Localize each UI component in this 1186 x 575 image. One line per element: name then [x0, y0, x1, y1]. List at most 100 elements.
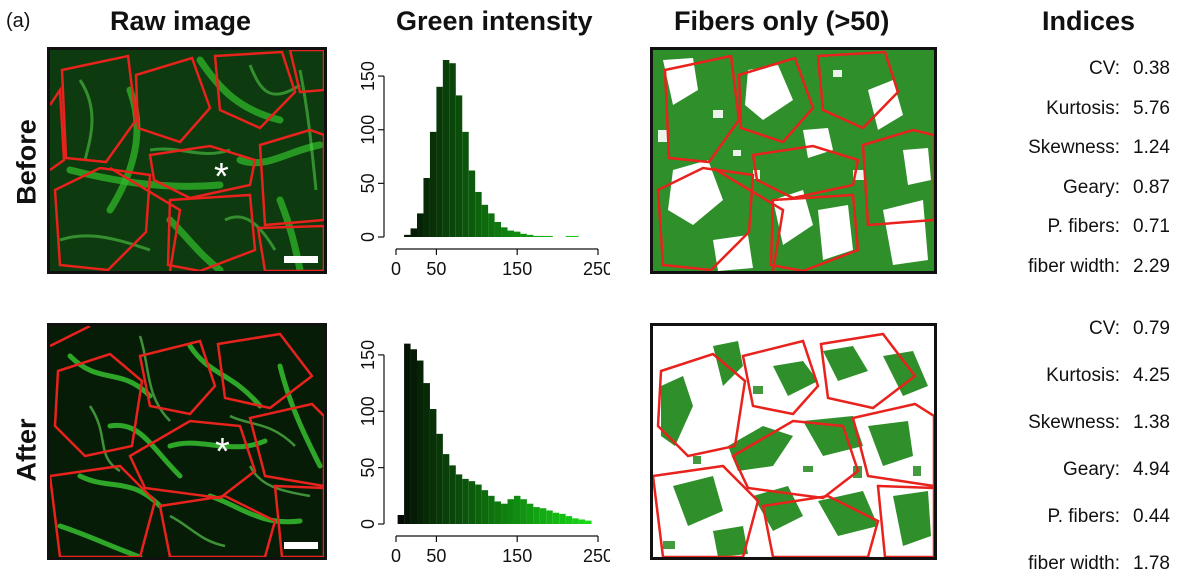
index-label: Skewness:: [1028, 137, 1120, 158]
index-label: P. fibers:: [1047, 216, 1120, 237]
histogram-bar: [533, 507, 540, 524]
histogram-bar: [442, 454, 450, 524]
column-title-raw-image: Raw image: [110, 6, 252, 36]
histogram-bar: [475, 191, 482, 237]
histogram-bar: [462, 131, 469, 237]
histogram-bar: [526, 234, 534, 237]
histogram-bar: [520, 499, 527, 524]
y-tick-label: 0: [358, 232, 378, 242]
raw-image-after: *: [47, 323, 327, 560]
y-tick-label: 100: [358, 396, 378, 426]
index-value: 0.87: [1133, 176, 1170, 198]
histogram-bar: [410, 349, 418, 524]
histogram-bar: [539, 235, 547, 237]
asterisk-marker-before: *: [214, 156, 229, 198]
histogram-bar: [507, 499, 514, 524]
index-value: 0.71: [1133, 216, 1170, 237]
index-label: P. fibers:: [1047, 506, 1120, 527]
histogram-bar: [578, 519, 586, 524]
panel-label: (a): [6, 10, 31, 32]
x-tick-label: 250: [583, 259, 610, 279]
index-value: 2.29: [1133, 255, 1170, 277]
histogram-bar: [442, 60, 450, 237]
histogram-bar: [423, 178, 430, 237]
index-value: 4.25: [1133, 365, 1170, 386]
index-value: 0.44: [1133, 506, 1170, 527]
index-value: 1.24: [1133, 137, 1170, 158]
histogram-bar: [404, 343, 411, 524]
x-tick-label: 50: [426, 259, 446, 279]
histogram-bar: [494, 221, 502, 237]
x-tick-label: 50: [426, 546, 446, 566]
column-title-indices: Indices: [1042, 6, 1136, 36]
histogram-bar: [429, 409, 437, 524]
scale-bar-after: [284, 542, 318, 549]
index-label: CV:: [1089, 58, 1120, 79]
histogram-bar: [520, 233, 527, 237]
y-tick-label: 100: [358, 115, 378, 145]
row-label-after: After: [11, 418, 42, 482]
histogram-bar: [462, 478, 469, 524]
index-value: 5.76: [1133, 97, 1170, 119]
histogram-bar: [533, 235, 540, 237]
index-label: Geary:: [1062, 176, 1120, 198]
x-tick-label: 150: [502, 546, 532, 566]
index-value: 1.78: [1133, 553, 1170, 574]
y-tick-label: 150: [358, 61, 378, 91]
histogram-bar: [436, 433, 443, 524]
histogram-bar: [559, 513, 566, 524]
histogram-bar: [417, 213, 424, 237]
index-label: fiber width:: [1028, 255, 1120, 277]
histogram-bar: [501, 503, 508, 524]
histogram-bar: [488, 213, 495, 237]
histogram-bar: [539, 508, 547, 524]
column-title-green-intensity: Green intensity: [396, 6, 593, 36]
histogram-after: 0 50 100 150 0 50 150 250: [358, 340, 610, 566]
histogram-bar: [468, 481, 476, 524]
index-label: fiber width:: [1028, 553, 1120, 574]
histogram-bar: [436, 86, 443, 237]
index-label: Kurtosis:: [1046, 97, 1120, 119]
histogram-bar: [455, 95, 463, 238]
histogram-bar: [572, 518, 579, 524]
histogram-bar: [552, 512, 560, 524]
index-label: CV:: [1089, 318, 1120, 339]
histogram-bar: [397, 514, 405, 524]
histogram-bar: [449, 63, 456, 237]
y-tick-label: 50: [358, 458, 378, 478]
histogram-bar: [410, 228, 418, 237]
fibers-image-before: [650, 47, 937, 274]
x-tick-label: 150: [502, 259, 532, 279]
asterisk-marker-after: *: [215, 431, 230, 473]
index-label: Geary:: [1062, 459, 1120, 480]
raw-image-before: *: [47, 47, 327, 274]
histogram-bar: [475, 484, 482, 524]
histogram-bar: [449, 465, 456, 524]
x-tick-label: 250: [583, 546, 610, 566]
index-value: 0.38: [1133, 58, 1170, 79]
histogram-bar: [546, 510, 553, 524]
histogram-bar: [481, 204, 489, 237]
histogram-bar: [513, 495, 521, 524]
histogram-bar: [423, 383, 430, 524]
histogram-bar: [494, 501, 502, 524]
scale-bar-before: [284, 256, 318, 263]
index-label: Kurtosis:: [1046, 365, 1120, 386]
y-tick-label: 150: [358, 340, 378, 370]
histogram-bar: [507, 230, 514, 237]
histogram-bar: [565, 516, 573, 524]
histogram-bar: [526, 503, 534, 524]
histogram-bar: [513, 231, 521, 237]
fibers-image-after: [650, 323, 937, 560]
row-label-before: Before: [11, 119, 42, 205]
histogram-bar: [488, 495, 495, 524]
histogram-bar: [417, 360, 424, 524]
y-tick-label: 0: [358, 519, 378, 529]
histogram-before: 0 50 100 150 0 50 150 250: [358, 60, 610, 279]
histogram-bar: [565, 235, 573, 237]
index-value: 1.38: [1133, 412, 1170, 433]
histogram-bar: [455, 474, 463, 524]
histogram-bar: [546, 235, 553, 237]
column-title-fibers-only: Fibers only (>50): [674, 6, 890, 36]
y-tick-label: 50: [358, 173, 378, 193]
